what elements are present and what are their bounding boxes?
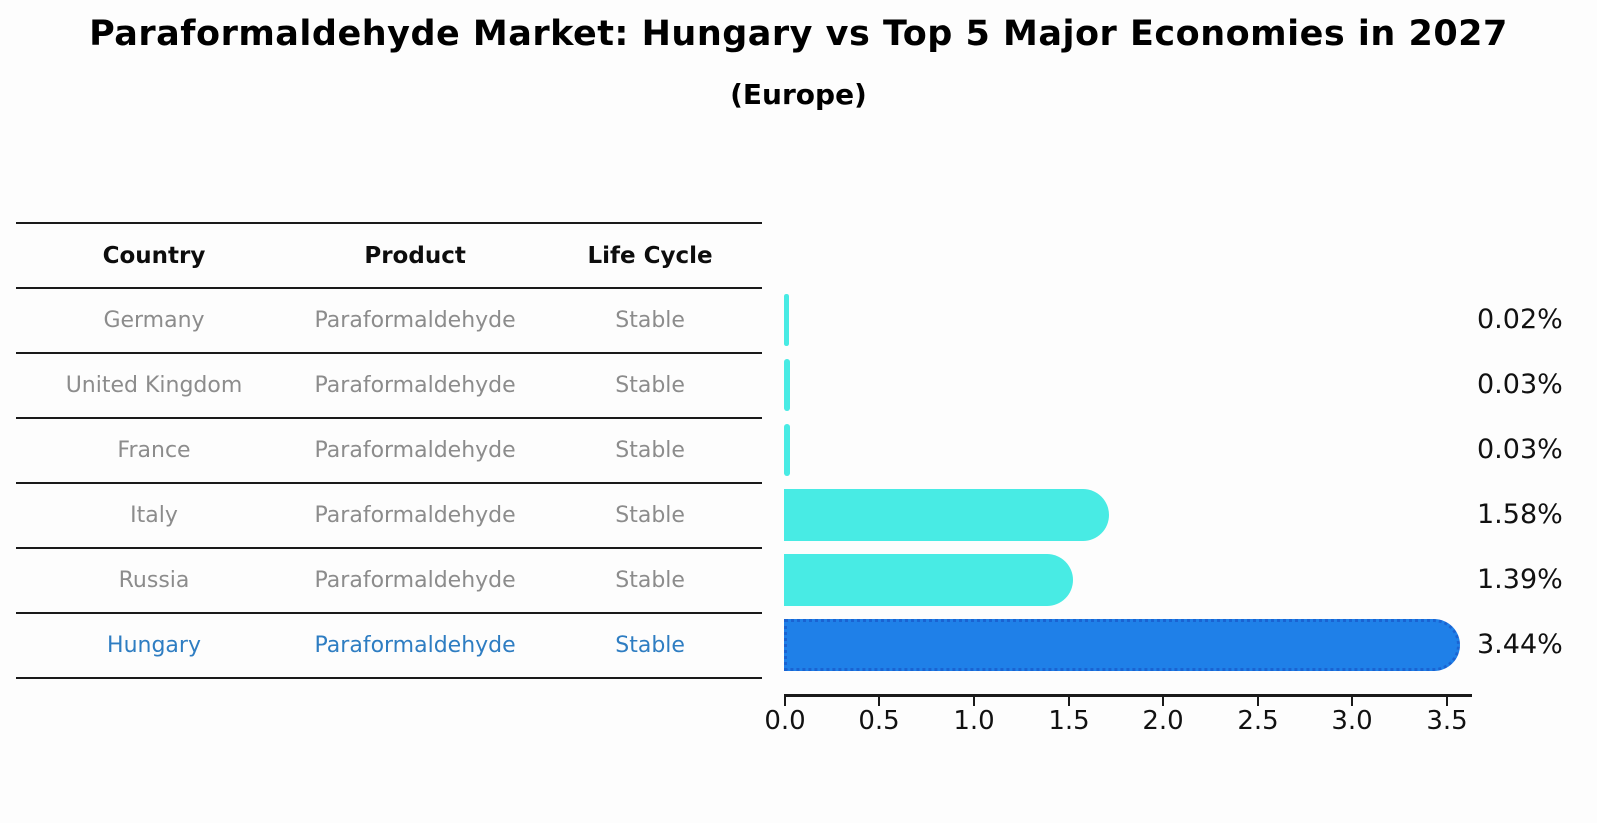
x-tick-label: 3.0 <box>1331 706 1373 736</box>
table-row-italy: Italy Paraformaldehyde Stable <box>16 483 762 548</box>
table-header-lifecycle: Life Cycle <box>587 242 713 269</box>
cell-product: Paraformaldehyde <box>314 568 516 593</box>
table-row-russia: Russia Paraformaldehyde Stable <box>16 548 762 613</box>
x-tick-label: 0.0 <box>764 706 806 736</box>
x-tick-mark <box>784 697 786 706</box>
x-tick-mark <box>973 697 975 706</box>
x-tick-mark <box>1446 697 1448 706</box>
cell-product: Paraformaldehyde <box>314 308 516 333</box>
cell-lifecycle: Stable <box>615 633 685 658</box>
value-label-russia: 1.39% <box>1477 563 1563 595</box>
bar-hungary <box>784 618 1461 671</box>
bar-russia <box>784 553 1073 606</box>
x-axis-line <box>784 694 1472 697</box>
cell-lifecycle: Stable <box>615 308 685 333</box>
table-row-france: France Paraformaldehyde Stable <box>16 418 762 483</box>
bar-germany <box>784 293 789 346</box>
chart-subtitle: (Europe) <box>730 78 867 111</box>
value-label-germany: 0.02% <box>1477 303 1563 335</box>
country-table: Country Product Life Cycle Germany Paraf… <box>16 222 762 679</box>
value-label-united-kingdom: 0.03% <box>1477 368 1563 400</box>
x-tick-mark <box>1162 697 1164 706</box>
table-header-row: Country Product Life Cycle <box>16 223 762 288</box>
cell-country: Italy <box>130 503 178 528</box>
x-tick-label: 2.5 <box>1237 706 1279 736</box>
x-tick-label: 1.5 <box>1048 706 1090 736</box>
cell-product: Paraformaldehyde <box>314 373 516 398</box>
cell-country: United Kingdom <box>65 373 243 398</box>
cell-product: Paraformaldehyde <box>314 438 516 463</box>
bar-chart: 0.02% 0.03% 0.03% 1.58% 1.39% 3.44% <box>784 287 1597 677</box>
x-tick-mark <box>1351 697 1353 706</box>
x-tick-label: 0.5 <box>858 706 900 736</box>
x-tick-mark <box>878 697 880 706</box>
x-tick-mark <box>1068 697 1070 706</box>
x-tick-mark <box>1257 697 1259 706</box>
x-tick-label: 2.0 <box>1142 706 1184 736</box>
value-label-hungary: 3.44% <box>1477 628 1563 660</box>
cell-product: Paraformaldehyde <box>314 633 516 658</box>
cell-country: Germany <box>103 308 205 333</box>
x-tick-label: 3.5 <box>1426 706 1468 736</box>
bar-france <box>784 423 790 476</box>
chart-title: Paraformaldehyde Market: Hungary vs Top … <box>89 14 1508 54</box>
table-header-product: Product <box>364 242 466 269</box>
table-row-hungary: Hungary Paraformaldehyde Stable <box>16 613 762 678</box>
cell-product: Paraformaldehyde <box>314 503 516 528</box>
table-header-country: Country <box>102 242 206 269</box>
cell-country: Russia <box>118 568 190 593</box>
value-label-italy: 1.58% <box>1477 498 1563 530</box>
cell-lifecycle: Stable <box>615 568 685 593</box>
value-label-france: 0.03% <box>1477 433 1563 465</box>
cell-country: Hungary <box>107 633 201 658</box>
x-tick-label: 1.0 <box>953 706 995 736</box>
table-row-united-kingdom: United Kingdom Paraformaldehyde Stable <box>16 353 762 418</box>
cell-country: France <box>117 438 191 463</box>
bar-united-kingdom <box>784 358 790 411</box>
cell-lifecycle: Stable <box>615 438 685 463</box>
table-row-germany: Germany Paraformaldehyde Stable <box>16 288 762 353</box>
bar-italy <box>784 488 1109 541</box>
cell-lifecycle: Stable <box>615 503 685 528</box>
cell-lifecycle: Stable <box>615 373 685 398</box>
